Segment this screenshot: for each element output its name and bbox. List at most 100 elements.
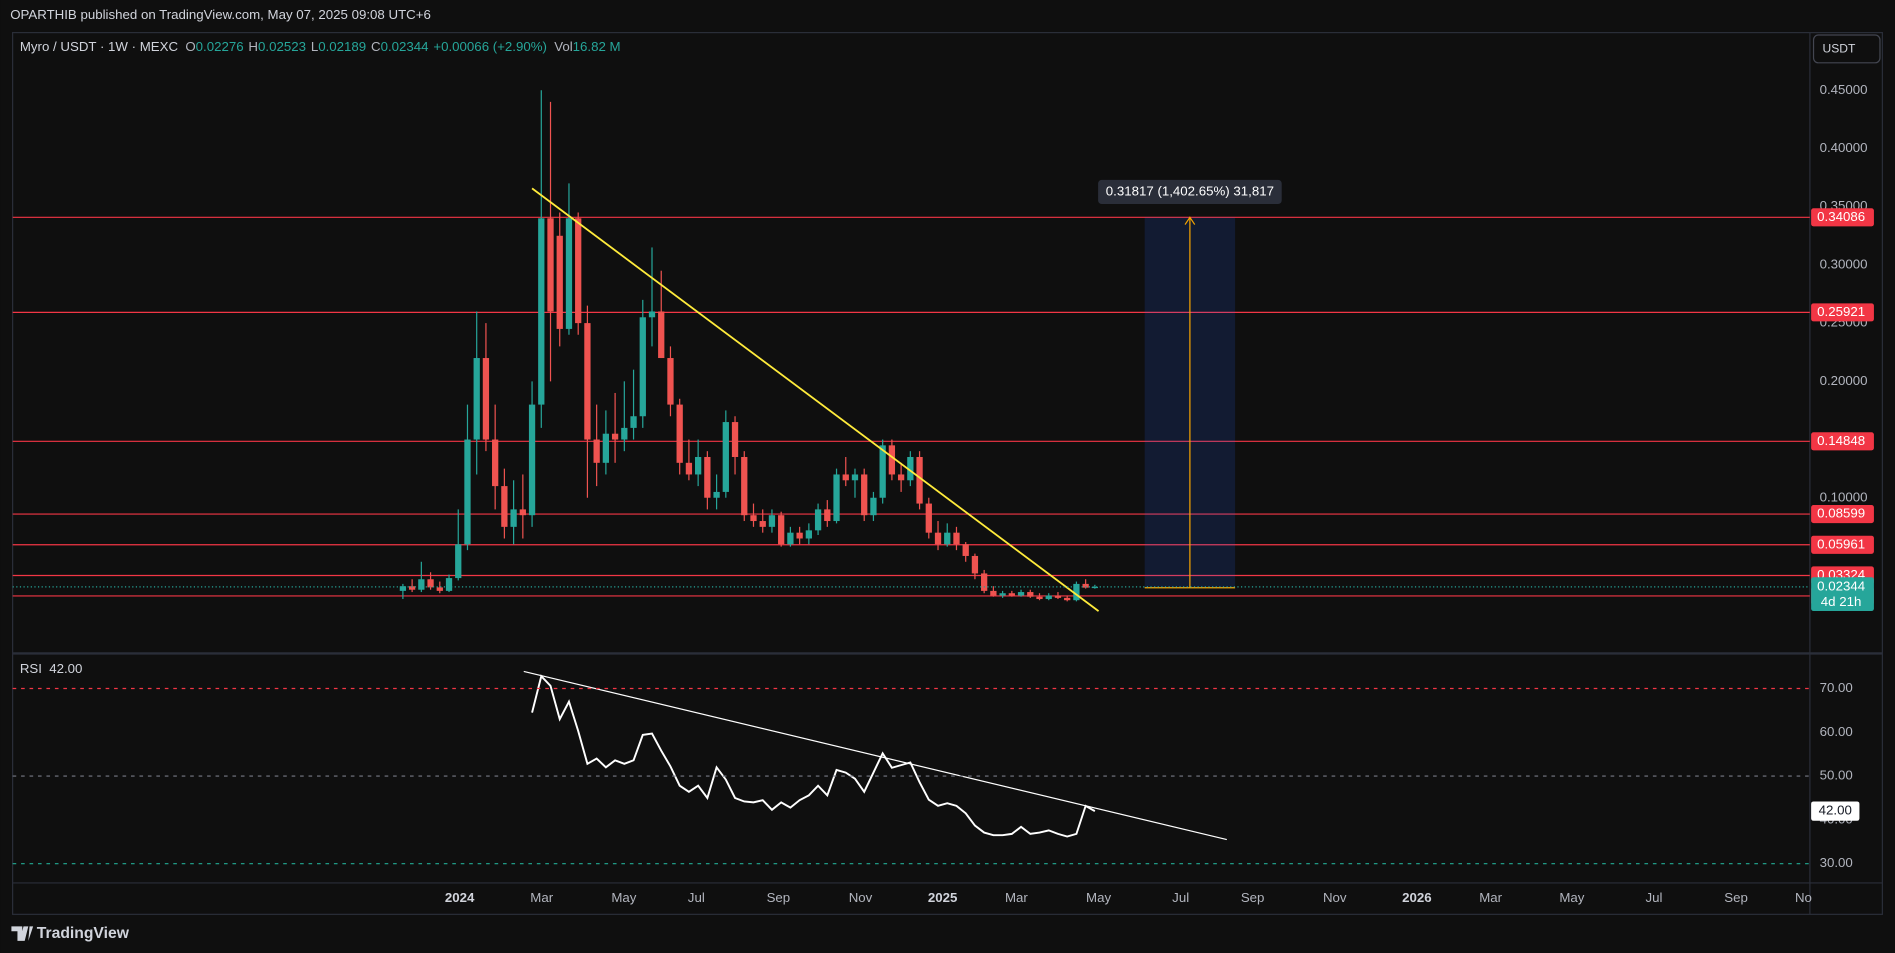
- x-tick-label: Jul: [1172, 890, 1189, 905]
- y-tick-label: 0.45000: [1820, 82, 1868, 97]
- candle-body: [990, 590, 997, 596]
- legend-o: O: [185, 39, 195, 54]
- currency-label: USDT: [1822, 42, 1855, 56]
- level-label: 0.08599: [1817, 506, 1865, 521]
- y-tick-label: 0.10000: [1820, 489, 1868, 504]
- current-price-label: 0.02344: [1817, 578, 1865, 593]
- candle-body: [861, 474, 868, 516]
- rsi-tick-label: 70.00: [1820, 680, 1853, 695]
- candle-body: [953, 532, 960, 545]
- x-tick-label: 2026: [1402, 890, 1432, 905]
- legend-h: H: [248, 39, 258, 54]
- candle-body: [1073, 583, 1080, 601]
- x-tick-label: May: [1086, 890, 1111, 905]
- candle-body: [611, 433, 619, 440]
- candle-body: [602, 433, 610, 463]
- candle-body: [750, 515, 757, 522]
- candle-body: [741, 456, 748, 516]
- legend-l: L: [311, 39, 318, 54]
- candle-body: [999, 593, 1006, 596]
- candle-body: [445, 578, 453, 591]
- candle-body: [925, 503, 932, 533]
- candle-body: [934, 532, 942, 545]
- candle-body: [482, 358, 490, 440]
- candle-body: [676, 404, 683, 463]
- candle-body: [565, 218, 573, 329]
- candle-body: [796, 532, 803, 539]
- plot-area: [12, 90, 1810, 841]
- candle-body: [408, 586, 416, 590]
- candle-body: [722, 422, 729, 492]
- candle-body: [418, 579, 425, 590]
- candle-body: [907, 456, 914, 481]
- candle-body: [519, 509, 526, 516]
- chart-frame: [12, 32, 1883, 915]
- x-tick-label: Sep: [767, 890, 791, 905]
- legend-vol-value: 16.82 M: [573, 39, 621, 54]
- candle-body: [584, 323, 591, 440]
- candle-body: [1017, 592, 1025, 596]
- x-tick-label: Mar: [530, 890, 553, 905]
- current-price-box: [1811, 577, 1874, 612]
- candle-body: [492, 439, 499, 487]
- candle-body: [593, 439, 600, 463]
- candle-body: [1036, 596, 1043, 600]
- rsi-value: 42.00: [49, 661, 82, 676]
- x-tick-label: 2025: [928, 890, 958, 905]
- x-tick-label: Jul: [688, 890, 705, 905]
- level-label: 0.25921: [1817, 304, 1865, 319]
- candle-body: [879, 445, 886, 498]
- candle-body: [473, 358, 480, 440]
- brand-logo: [11, 926, 34, 941]
- symbol: Myro / USDT · 1W · MEXC: [20, 39, 179, 54]
- candle-body: [510, 509, 517, 527]
- legend-close: 0.02344: [381, 39, 429, 54]
- candle-body: [685, 462, 693, 475]
- rsi-tick-label: 50.00: [1820, 768, 1853, 783]
- x-tick-label: Mar: [1479, 890, 1502, 905]
- level-label-box: [1811, 303, 1874, 322]
- x-tick-label: 2024: [445, 890, 475, 905]
- y-tick-label: 0.40000: [1820, 140, 1868, 155]
- legend-vol: Vol: [554, 39, 572, 54]
- x-tick-label: Nov: [849, 890, 873, 905]
- candle-body: [704, 456, 711, 498]
- legend-high: 0.02523: [258, 39, 306, 54]
- candle-body: [833, 474, 840, 522]
- brand: TradingView: [37, 925, 130, 942]
- measure-label-box: [1098, 179, 1282, 205]
- candle-body: [962, 544, 969, 556]
- legend-low: 0.02189: [318, 39, 366, 54]
- legend-open: 0.02276: [196, 39, 244, 54]
- candle-body: [870, 497, 877, 516]
- candle-body: [639, 317, 646, 417]
- candle-body: [824, 509, 831, 522]
- candle-body: [1064, 597, 1071, 601]
- level-label: 0.34086: [1817, 209, 1865, 224]
- candle-body: [648, 311, 656, 318]
- x-tick-label: Sep: [1724, 890, 1748, 905]
- candle-body: [981, 573, 988, 591]
- x-tick-label: May: [1559, 890, 1584, 905]
- candle-body: [501, 486, 508, 527]
- currency-button[interactable]: [1812, 34, 1881, 64]
- candle-body: [464, 439, 471, 545]
- candle-body: [694, 456, 702, 475]
- level-label: 0.14848: [1817, 433, 1865, 448]
- candle-body: [944, 532, 951, 545]
- candle-body: [630, 416, 637, 428]
- x-tick-label: Sep: [1241, 890, 1265, 905]
- rsi-legend: RSI 42.00: [20, 661, 83, 676]
- candle-body: [528, 404, 536, 516]
- candle-body: [621, 427, 628, 440]
- legend-c: C: [371, 39, 381, 54]
- candle-body: [851, 474, 859, 481]
- candle-body: [916, 456, 923, 504]
- candle-body: [1054, 595, 1062, 598]
- candle-body: [455, 544, 462, 579]
- candle-body: [1091, 586, 1099, 589]
- candle-body: [1045, 595, 1052, 600]
- candle-body: [805, 530, 812, 539]
- trendline: [531, 187, 1100, 612]
